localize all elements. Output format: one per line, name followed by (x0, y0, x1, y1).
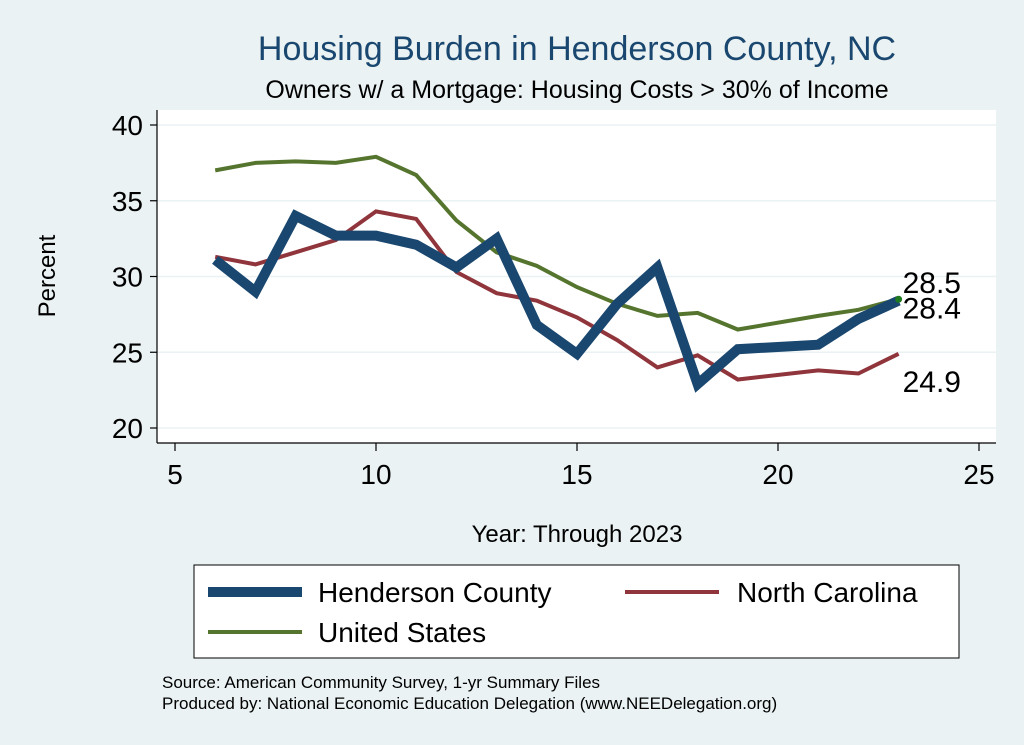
series-line-united-states (214, 154, 900, 332)
x-axis-title: Year: Through 2023 (472, 521, 683, 548)
source-note: Source: American Community Survey, 1-yr … (162, 673, 600, 692)
end-label-united-states: 28.5 (903, 267, 961, 300)
producer-note: Produced by: National Economic Education… (162, 694, 777, 713)
y-tick-label-40: 40 (112, 110, 143, 141)
legend-box (193, 564, 960, 659)
end-marker-united-states (895, 295, 903, 303)
y-tick-label-20: 20 (112, 413, 143, 444)
legend-label-united-states: United States (318, 617, 486, 648)
series-lines (212, 154, 903, 393)
y-tick-label-25: 25 (112, 337, 143, 368)
x-tick-label-10: 10 (360, 459, 391, 490)
x-tick-label-5: 5 (167, 459, 183, 490)
x-ticks: 5 10 15 20 25 (167, 443, 995, 490)
end-label-north-carolina: 24.9 (903, 366, 961, 399)
series-line-north-carolina (214, 209, 900, 382)
chart-subtitle: Owners w/ a Mortgage: Housing Costs > 30… (265, 76, 888, 104)
series-line-henderson-county (212, 209, 901, 393)
y-ticks: 20 25 30 35 40 (112, 110, 157, 444)
legend-label-north-carolina: North Carolina (737, 577, 918, 608)
y-tick-label-30: 30 (112, 262, 143, 293)
x-tick-label-20: 20 (762, 459, 793, 490)
x-tick-label-15: 15 (561, 459, 592, 490)
end-label-henderson-county: 28.4 (903, 293, 961, 326)
x-tick-label-25: 25 (963, 459, 994, 490)
y-tick-label-35: 35 (112, 186, 143, 217)
y-axis-title: Percent (34, 234, 61, 317)
legend: Henderson County North Carolina United S… (193, 564, 960, 659)
legend-label-henderson-county: Henderson County (318, 577, 551, 608)
chart-title: Housing Burden in Henderson County, NC (258, 30, 896, 68)
end-labels: 28.4 24.9 28.5 (903, 267, 961, 399)
